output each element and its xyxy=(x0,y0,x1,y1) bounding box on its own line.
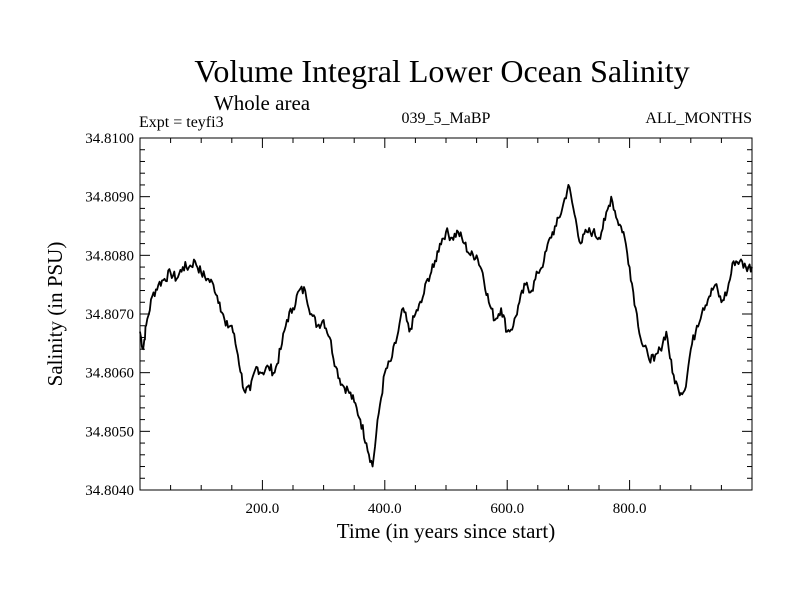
y-tick-label: 34.8090 xyxy=(85,190,134,206)
x-tick-label: 800.0 xyxy=(613,501,647,517)
period-label: 039_5_MaBP xyxy=(402,110,491,127)
y-tick-label: 34.8050 xyxy=(85,424,134,440)
y-tick-label: 34.8060 xyxy=(85,366,134,382)
salinity-series-line xyxy=(139,184,753,468)
y-tick-label: 34.8100 xyxy=(85,131,134,147)
axis-ticks xyxy=(140,137,752,491)
chart-title: Volume Integral Lower Ocean Salinity xyxy=(194,53,689,89)
y-axis-label: Salinity (in PSU) xyxy=(43,242,67,387)
chart-subtitle: Whole area xyxy=(214,91,311,115)
experiment-label: Expt = teyfi3 xyxy=(139,114,224,131)
x-axis-label: Time (in years since start) xyxy=(337,519,556,543)
axis-tick-labels: 200.0 400.0 600.0 800.0 34.8040 34.8050 34.806… xyxy=(85,131,646,517)
y-tick-label: 34.8040 xyxy=(85,483,134,499)
y-tick-label: 34.8070 xyxy=(85,307,134,323)
y-tick-label: 34.8080 xyxy=(85,248,134,264)
x-tick-label: 600.0 xyxy=(490,501,524,517)
x-tick-label: 400.0 xyxy=(368,501,402,517)
months-label: ALL_MONTHS xyxy=(645,110,752,127)
plot-area-frame xyxy=(139,137,753,491)
x-tick-label: 200.0 xyxy=(246,501,280,517)
